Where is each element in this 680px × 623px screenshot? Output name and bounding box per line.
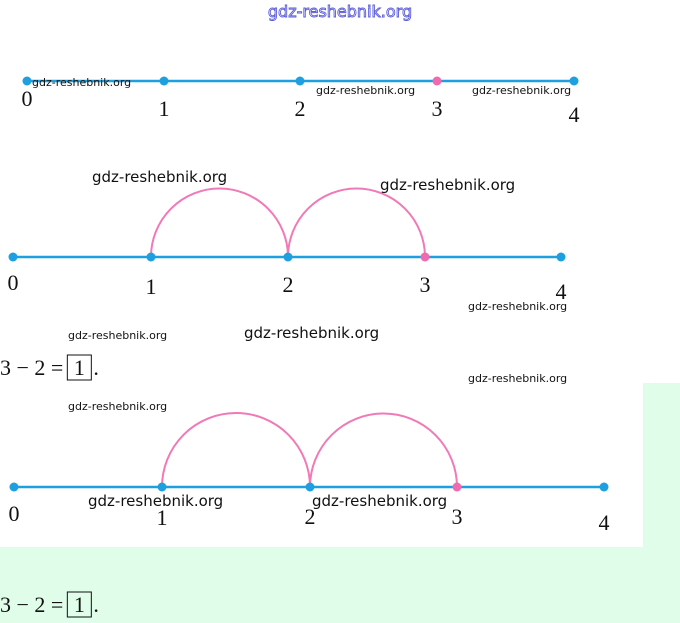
tick-label: 0	[22, 86, 33, 111]
point	[295, 76, 305, 86]
tick-label: 4	[556, 279, 567, 304]
point	[432, 76, 442, 86]
watermark: gdz-reshebnik.org	[472, 84, 571, 97]
tick-label: 4	[569, 102, 580, 127]
tick-label: 3	[452, 504, 463, 529]
watermark: gdz-reshebnik.org	[468, 300, 567, 313]
tick-label: 2	[295, 96, 306, 121]
tick-label: 4	[599, 510, 610, 535]
watermark: gdz-reshebnik.org	[68, 400, 167, 413]
tick-label: 1	[146, 274, 157, 299]
tick-label: 2	[305, 504, 316, 529]
tick-label: 3	[420, 272, 431, 297]
watermark: gdz-reshebnik.org	[380, 176, 515, 194]
answer-box	[66, 591, 92, 618]
tick-label: 0	[9, 501, 20, 526]
watermark: gdz-reshebnik.org	[92, 168, 227, 186]
period: .	[93, 592, 99, 617]
point	[22, 76, 32, 86]
jump-arc	[161, 412, 311, 488]
point	[305, 482, 315, 492]
tick-label: 2	[283, 272, 294, 297]
tick-label: 1	[159, 96, 170, 121]
answer-box	[66, 354, 92, 381]
tick-label: 1	[157, 505, 168, 530]
point	[157, 482, 167, 492]
point	[599, 482, 609, 492]
period: .	[93, 355, 99, 380]
equation: 3 − 2 =	[0, 592, 63, 617]
watermark: gdz-reshebnik.org	[32, 76, 131, 89]
equation: 3 − 2 =	[0, 355, 63, 380]
point	[420, 252, 430, 262]
watermark: gdz-reshebnik.org	[312, 492, 447, 510]
point	[556, 252, 566, 262]
watermark: gdz-reshebnik.org	[468, 372, 567, 385]
watermark: gdz-reshebnik.org	[68, 329, 167, 342]
point	[9, 482, 19, 492]
tick-label: 3	[432, 96, 443, 121]
point	[159, 76, 169, 86]
jump-arc	[150, 187, 289, 258]
header-watermark: gdz-reshebnik.org	[268, 2, 412, 21]
point	[283, 252, 293, 262]
answer: 1	[74, 592, 85, 617]
jump-arc	[309, 412, 458, 488]
answer: 1	[74, 355, 85, 380]
point	[452, 482, 462, 492]
bg-panel	[0, 547, 680, 623]
tick-label: 0	[8, 270, 19, 295]
point	[569, 76, 579, 86]
point	[146, 252, 156, 262]
jump-arc	[287, 187, 426, 258]
watermark: gdz-reshebnik.org	[316, 84, 415, 97]
watermark: gdz-reshebnik.org	[88, 492, 223, 510]
point	[8, 252, 18, 262]
watermark: gdz-reshebnik.org	[244, 324, 379, 342]
